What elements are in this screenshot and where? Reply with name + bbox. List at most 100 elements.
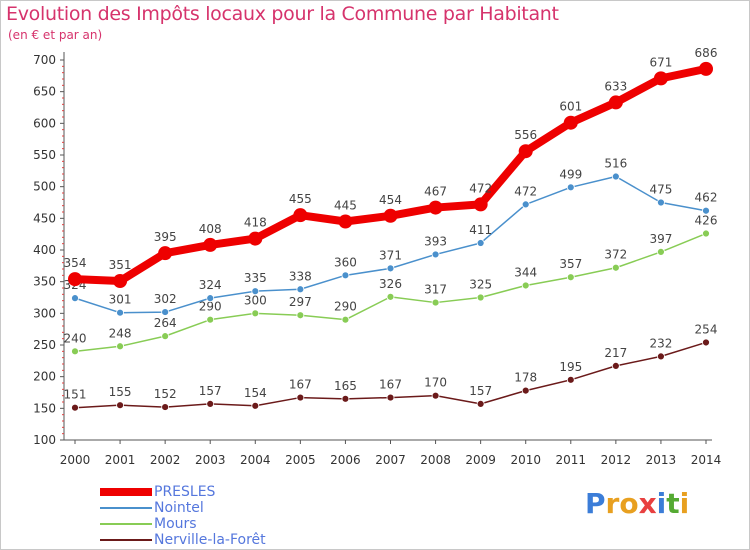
data-label: 455 [289, 192, 312, 206]
data-label: 357 [559, 257, 582, 271]
logo-letter: i [656, 487, 667, 520]
data-label: 326 [379, 277, 402, 291]
y-minor-tick [62, 160, 64, 162]
data-label: 195 [559, 360, 582, 374]
data-label: 426 [695, 214, 718, 228]
data-label: 152 [154, 387, 177, 401]
data-point [476, 293, 485, 302]
legend-swatch [100, 507, 152, 509]
data-label: 686 [695, 46, 718, 60]
y-tick-label: 250 [33, 338, 56, 352]
data-point [113, 274, 128, 289]
y-minor-tick [62, 110, 64, 112]
data-point [71, 347, 79, 356]
data-point [248, 231, 263, 246]
data-label: 499 [559, 167, 582, 181]
data-point [341, 271, 350, 280]
data-point [521, 386, 530, 395]
y-minor-tick [62, 414, 64, 416]
y-minor-tick [62, 433, 64, 435]
data-label: 472 [514, 184, 537, 198]
x-tick-label: 2014 [691, 453, 722, 467]
y-minor-tick [62, 97, 64, 99]
data-point [431, 298, 440, 307]
data-point [657, 198, 665, 207]
y-minor-tick [62, 363, 64, 365]
x-tick-label: 2007 [375, 453, 406, 467]
data-label: 248 [109, 326, 132, 340]
data-label: 157 [469, 384, 492, 398]
data-point [611, 361, 620, 370]
y-minor-tick [62, 173, 64, 175]
data-label: 151 [64, 388, 87, 402]
x-tick-label: 2008 [420, 453, 451, 467]
y-minor-tick [62, 357, 64, 359]
x-tick-label: 2002 [150, 453, 181, 467]
data-point [71, 294, 79, 303]
data-point [341, 394, 350, 403]
y-minor-tick [62, 262, 64, 264]
data-label: 393 [424, 234, 447, 248]
data-label: 601 [559, 100, 582, 114]
x-tick-label: 2003 [195, 453, 226, 467]
data-label: 445 [334, 199, 357, 213]
data-point [431, 250, 440, 259]
data-point [521, 281, 530, 290]
data-label: 418 [244, 216, 267, 230]
legend-label: Mours [154, 516, 197, 532]
x-tick-label: 2013 [646, 453, 677, 467]
data-point [608, 95, 623, 110]
legend-swatch [100, 523, 152, 525]
y-minor-tick [62, 148, 64, 150]
data-label: 240 [64, 331, 87, 345]
data-point [338, 214, 353, 229]
data-point [251, 401, 260, 410]
data-point [702, 338, 710, 347]
chart-title: Evolution des Impôts locaux pour la Comm… [6, 3, 559, 25]
y-minor-tick [62, 205, 64, 207]
data-label: 411 [469, 223, 492, 237]
logo-letter: t [666, 487, 680, 520]
y-tick-label: 150 [33, 401, 56, 415]
y-minor-tick [62, 192, 64, 194]
data-label: 167 [379, 378, 402, 392]
x-tick-label: 2001 [105, 453, 136, 467]
data-label: 300 [244, 293, 267, 307]
data-label: 165 [334, 379, 357, 393]
data-point [158, 246, 173, 261]
data-point [473, 197, 488, 212]
y-minor-tick [62, 268, 64, 270]
y-minor-tick [62, 306, 64, 308]
data-point [476, 399, 485, 408]
data-label: 467 [424, 185, 447, 199]
y-minor-tick [62, 382, 64, 384]
y-tick-label: 500 [33, 180, 56, 194]
data-label: 290 [334, 300, 357, 314]
data-label: 254 [695, 322, 718, 336]
data-label: 338 [289, 269, 312, 283]
y-minor-tick [62, 293, 64, 295]
y-tick-label: 400 [33, 243, 56, 257]
data-point [293, 208, 308, 223]
data-label: 301 [109, 293, 132, 307]
legend-swatch [100, 539, 152, 541]
y-minor-tick [62, 420, 64, 422]
data-point [518, 144, 533, 159]
data-point [521, 200, 530, 209]
data-point [161, 308, 170, 316]
data-point [386, 264, 395, 273]
y-minor-tick [62, 243, 64, 245]
y-tick-label: 350 [33, 275, 56, 289]
y-minor-tick [62, 395, 64, 397]
x-tick-label: 2012 [601, 453, 632, 467]
x-tick-label: 2009 [465, 453, 496, 467]
data-point [657, 352, 665, 361]
y-minor-tick [62, 255, 64, 257]
data-point [296, 393, 305, 402]
data-point [206, 294, 215, 303]
legend-label: Nointel [154, 500, 204, 516]
data-label: 354 [64, 256, 87, 270]
data-point [68, 272, 82, 287]
data-point [116, 308, 124, 317]
data-point [341, 315, 350, 324]
